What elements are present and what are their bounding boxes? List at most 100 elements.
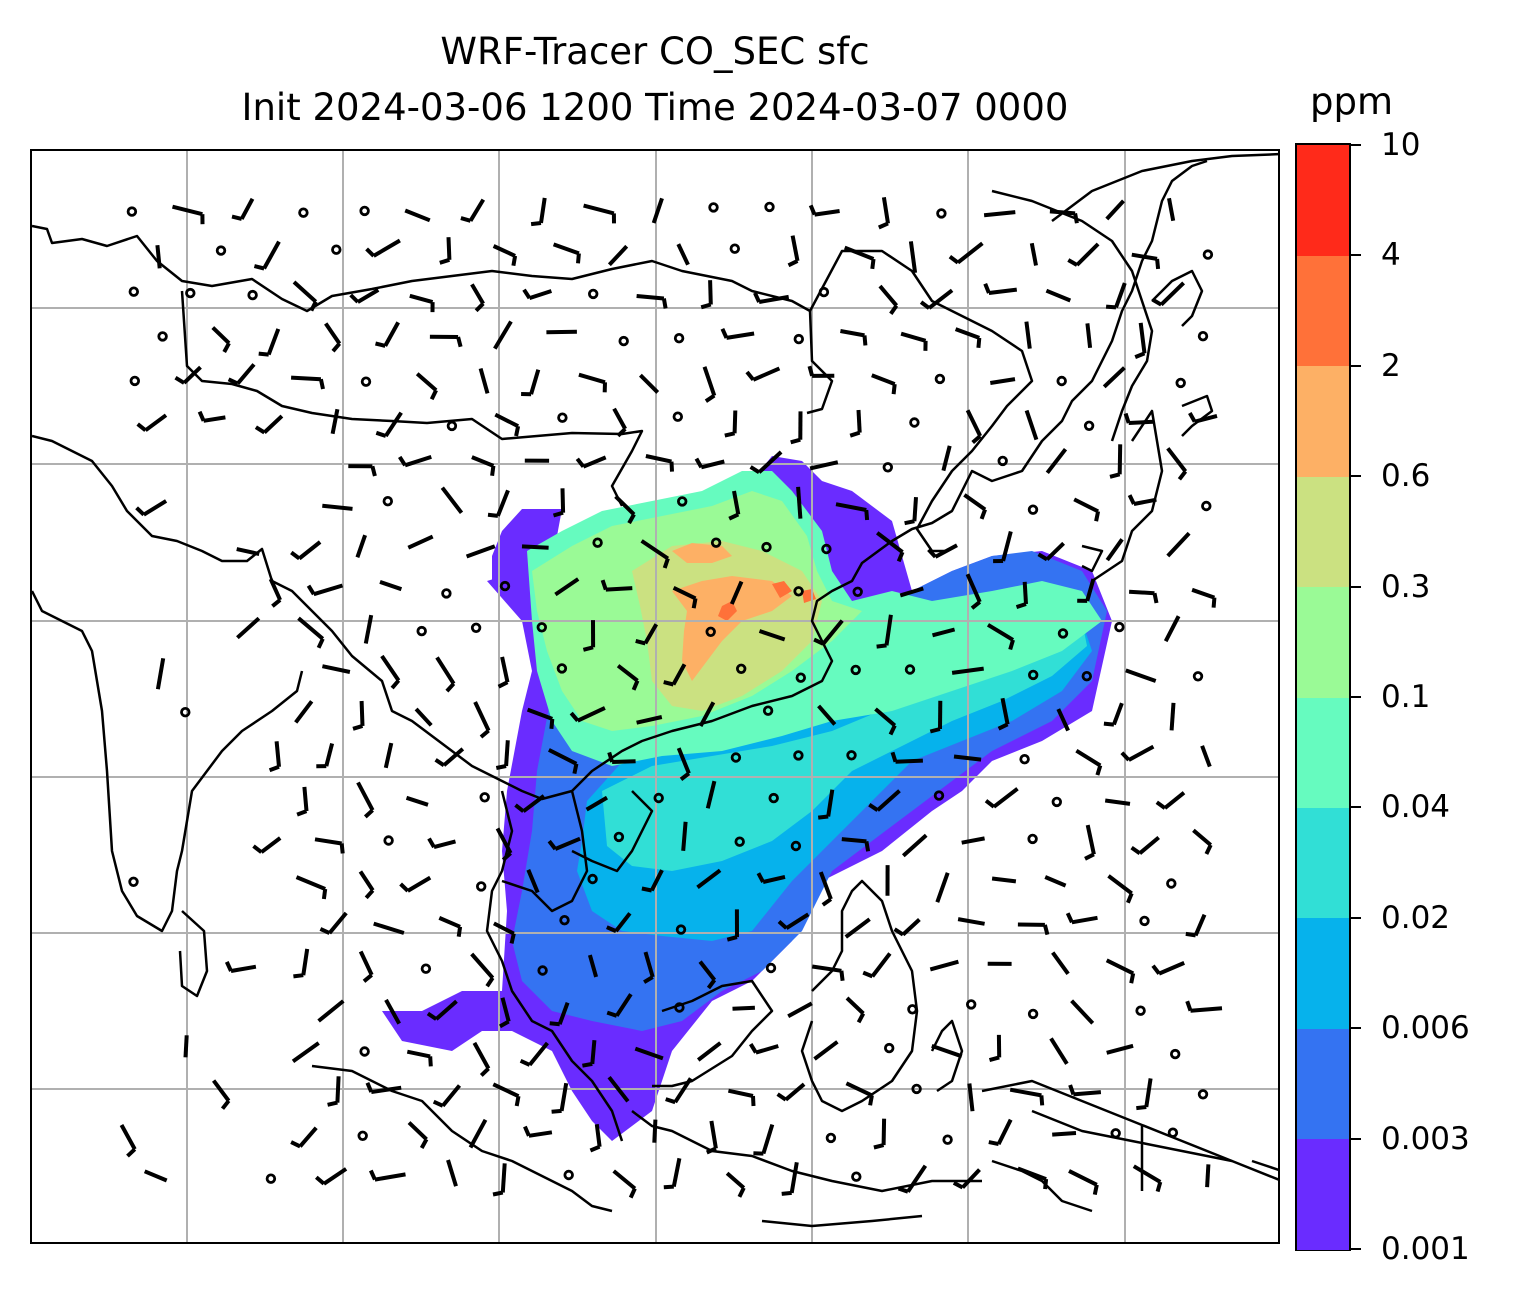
wind-barb-flag bbox=[1109, 472, 1121, 479]
wind-barb-flag bbox=[135, 506, 146, 517]
wind-barb-staff bbox=[356, 288, 380, 304]
coastline-segment bbox=[1091, 409, 1164, 583]
wind-barb-staff bbox=[649, 869, 664, 892]
calm-wind-circle bbox=[936, 208, 947, 219]
wind-barb bbox=[1103, 702, 1124, 727]
wind-barb-staff bbox=[1075, 748, 1102, 768]
wind-barb bbox=[745, 366, 781, 382]
wind-barb bbox=[963, 493, 987, 520]
concentration-band bbox=[672, 543, 732, 563]
wind-barb bbox=[1185, 913, 1207, 938]
wind-barb-staff bbox=[963, 493, 987, 512]
wind-barb bbox=[1024, 321, 1032, 349]
wind-barb bbox=[211, 1079, 231, 1110]
wind-barb-staff bbox=[1169, 702, 1176, 731]
calm-wind-circle bbox=[563, 1169, 574, 1181]
wind-barb-staff bbox=[552, 242, 580, 256]
wind-barb-staff bbox=[672, 585, 697, 601]
wind-barb-flag bbox=[1136, 1105, 1147, 1111]
wind-barb-flag bbox=[126, 1147, 137, 1158]
wind-barb bbox=[321, 664, 351, 674]
wind-barb bbox=[415, 372, 438, 401]
wind-barb bbox=[1102, 366, 1126, 389]
calm-wind-circle bbox=[1051, 796, 1063, 808]
wind-barb bbox=[997, 697, 1010, 731]
wind-barb bbox=[1045, 288, 1072, 303]
wind-barb-staff bbox=[612, 1169, 637, 1191]
wind-barb-flag bbox=[306, 584, 316, 596]
coastline-segment bbox=[311, 1064, 613, 1213]
wind-barb-flag bbox=[929, 727, 941, 734]
wind-barb-flag bbox=[365, 247, 376, 258]
wind-barb bbox=[672, 585, 698, 609]
wind-barb-flag bbox=[864, 841, 871, 852]
wind-barb bbox=[606, 993, 633, 1018]
wind-barb bbox=[1024, 409, 1039, 441]
wind-barb-flag bbox=[268, 764, 280, 773]
calm-wind-circle bbox=[476, 881, 487, 892]
wind-barb-flag bbox=[890, 751, 898, 763]
wind-barb-staff bbox=[1112, 702, 1124, 726]
wind-barb bbox=[728, 490, 741, 521]
wind-barb-flag bbox=[821, 897, 833, 907]
wind-barb bbox=[470, 952, 495, 988]
wind-barb-staff bbox=[640, 539, 670, 561]
coastline-segment bbox=[1151, 269, 1204, 327]
wind-barb bbox=[844, 917, 871, 939]
wind-barb bbox=[702, 366, 717, 403]
colorbar bbox=[1295, 143, 1351, 1251]
wind-barb-flag bbox=[862, 970, 874, 979]
wind-barb-staff bbox=[1194, 413, 1218, 424]
calm-wind-circle bbox=[157, 331, 168, 342]
wind-barb-flag bbox=[726, 935, 738, 942]
wind-barb bbox=[368, 1169, 406, 1182]
wind-barb-staff bbox=[953, 754, 982, 762]
wind-barb-flag bbox=[419, 1138, 429, 1149]
wind-barb bbox=[875, 531, 905, 563]
wind-barb-flag bbox=[547, 839, 557, 851]
wind-barb-staff bbox=[700, 459, 725, 470]
wind-barb-staff bbox=[465, 544, 496, 559]
wind-barb bbox=[375, 321, 400, 348]
wind-barb bbox=[845, 1081, 874, 1106]
colorbar-segment bbox=[1297, 1138, 1349, 1250]
wind-barb-staff bbox=[874, 707, 897, 728]
wind-barb-staff bbox=[931, 1044, 963, 1059]
wind-barb-flag bbox=[849, 430, 861, 438]
wind-barb-flag bbox=[893, 927, 905, 937]
wind-barb-staff bbox=[290, 375, 322, 382]
coastline-segment bbox=[485, 790, 624, 1142]
wind-barb bbox=[777, 912, 810, 930]
wind-barb-flag bbox=[808, 204, 817, 216]
wind-barb-staff bbox=[236, 363, 256, 385]
wind-barb-flag bbox=[1211, 597, 1217, 608]
wind-barb-staff bbox=[554, 836, 581, 851]
wind-barb bbox=[616, 664, 640, 691]
wind-barb-staff bbox=[638, 373, 660, 394]
calm-wind-circle bbox=[846, 750, 857, 761]
wind-barb-staff bbox=[881, 1118, 887, 1146]
wind-barb-staff bbox=[732, 490, 741, 515]
wind-barb-flag bbox=[919, 300, 931, 310]
wind-barb bbox=[435, 656, 456, 693]
wind-barb-flag bbox=[1151, 297, 1163, 307]
wind-barb-flag bbox=[1073, 213, 1079, 224]
calm-wind-circle bbox=[882, 462, 893, 473]
wind-barb-staff bbox=[954, 327, 980, 340]
map-panel[interactable] bbox=[30, 149, 1280, 1244]
calm-wind-circle bbox=[1110, 1128, 1121, 1139]
wind-barb-staff bbox=[1075, 242, 1100, 267]
wind-barb-staff bbox=[496, 489, 510, 517]
wind-barb-staff bbox=[492, 1082, 520, 1099]
wind-barb-staff bbox=[956, 241, 984, 265]
calm-wind-circle bbox=[180, 707, 191, 718]
wind-barb-staff bbox=[1022, 581, 1028, 605]
calm-wind-circle bbox=[1139, 915, 1150, 927]
wind-barb-flag bbox=[271, 598, 282, 608]
wind-barb bbox=[901, 833, 928, 858]
wind-barb-staff bbox=[708, 280, 713, 305]
calm-wind-circle bbox=[675, 924, 687, 935]
wind-barb-flag bbox=[756, 872, 765, 883]
wind-barb-flag bbox=[1039, 1095, 1045, 1106]
wind-barb-flag bbox=[582, 645, 594, 652]
